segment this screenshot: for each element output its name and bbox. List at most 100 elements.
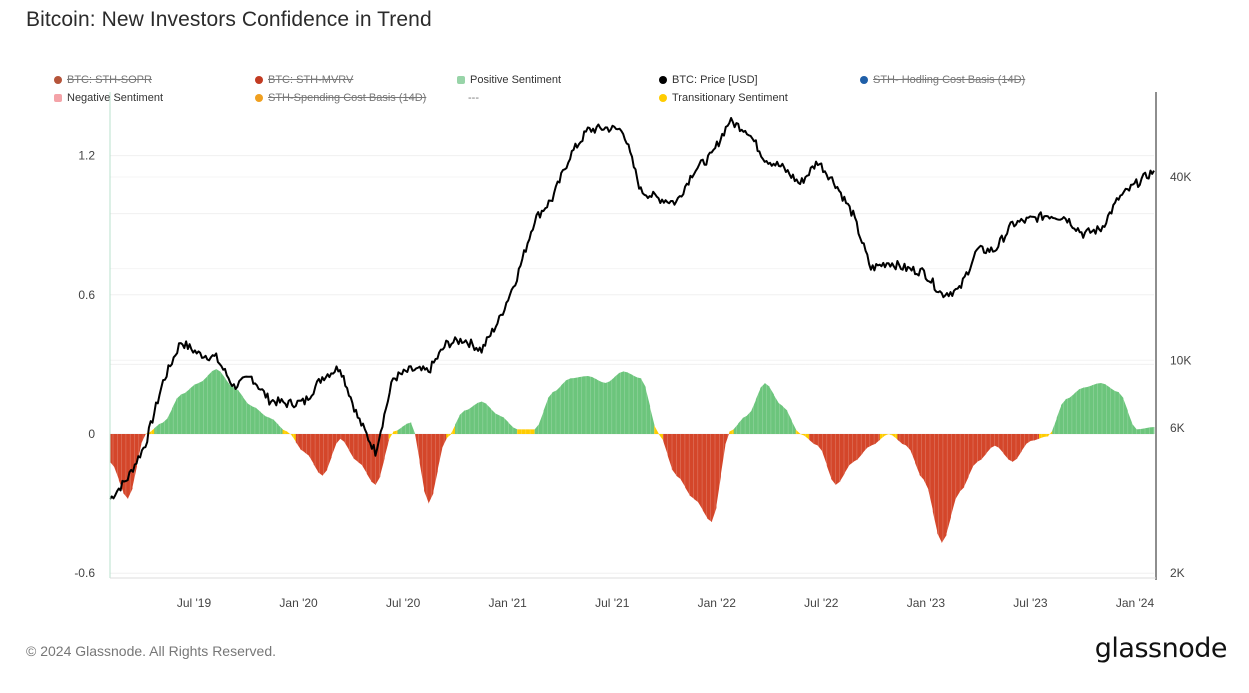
sentiment-bar xyxy=(300,434,306,453)
sentiment-bar xyxy=(1047,430,1053,437)
grid-lines xyxy=(110,155,1154,574)
sentiment-bar xyxy=(543,398,549,434)
sentiment-bar xyxy=(928,434,934,512)
sentiment-bar xyxy=(862,434,867,454)
sentiment-bar xyxy=(1109,387,1115,434)
sentiment-bar xyxy=(132,434,137,489)
sentiment-bar xyxy=(782,406,788,434)
sentiment-bar xyxy=(446,434,452,439)
sentiment-bar xyxy=(1012,434,1018,462)
axes xyxy=(109,92,1157,580)
sentiment-bar xyxy=(508,422,513,434)
sentiment-bar xyxy=(233,387,239,434)
sentiment-bar xyxy=(808,434,814,444)
right-axis-tick-label: 10K xyxy=(1170,353,1191,367)
sentiment-bar xyxy=(539,410,544,434)
sentiment-bar xyxy=(574,377,580,434)
legend-item-spending-cost-basis[interactable]: STH-Spending Cost Basis (14D) xyxy=(255,92,426,104)
legend-item-transitionary-sentiment[interactable]: Transitionary Sentiment xyxy=(659,92,788,104)
sentiment-bar xyxy=(1096,382,1102,434)
sentiment-bar xyxy=(1038,434,1044,439)
legend-item-sth-mvrv[interactable]: BTC: STH-MVRV xyxy=(255,74,353,86)
sentiment-bar xyxy=(946,434,951,536)
sentiment-bar xyxy=(932,434,938,534)
sentiment-bar xyxy=(1056,405,1062,434)
sentiment-bar xyxy=(180,392,186,434)
sentiment-bar xyxy=(738,417,743,434)
sentiment-bar xyxy=(255,407,261,434)
sentiment-bar xyxy=(769,386,774,434)
sentiment-bar xyxy=(304,434,310,457)
sentiment-bar xyxy=(194,382,199,434)
legend-item-btc-price[interactable]: BTC: Price [USD] xyxy=(659,74,758,86)
sentiment-bar xyxy=(317,434,323,476)
sentiment-bar xyxy=(839,434,845,482)
legend-square-icon xyxy=(54,94,62,102)
sentiment-bar xyxy=(1052,417,1058,434)
price-line-group xyxy=(109,117,1155,500)
sentiment-bar xyxy=(614,373,620,434)
sentiment-bar xyxy=(1114,390,1120,434)
sentiment-bar xyxy=(570,377,575,434)
sentiment-bar xyxy=(910,434,916,463)
legend-item-negative-sentiment[interactable]: Negative Sentiment xyxy=(54,92,163,104)
sentiment-bar xyxy=(1127,410,1133,434)
sentiment-bar xyxy=(216,369,221,434)
sentiment-bar xyxy=(848,434,854,466)
sentiment-bar xyxy=(711,434,717,523)
sentiment-bar xyxy=(954,434,960,500)
sentiment-bar xyxy=(985,434,991,454)
glassnode-logo[interactable]: glassnode xyxy=(1094,633,1228,664)
sentiment-bar xyxy=(269,417,275,434)
legend-dot-icon xyxy=(860,76,868,84)
sentiment-bar xyxy=(733,423,739,434)
sentiment-bar xyxy=(348,434,354,459)
legend-item-hodling-cost-basis[interactable]: STH- Hodling Cost Basis (14D) xyxy=(860,74,1025,86)
sentiment-bar xyxy=(994,434,1000,449)
sentiment-bar xyxy=(149,428,155,434)
right-axis-tick-label: 2K xyxy=(1170,566,1185,580)
sentiment-bar xyxy=(831,434,836,486)
sentiment-bar xyxy=(800,434,805,436)
sentiment-bar xyxy=(455,415,460,434)
sentiment-bar xyxy=(331,434,337,458)
sentiment-bar xyxy=(379,434,385,477)
sentiment-bar xyxy=(189,384,195,434)
sentiment-bar xyxy=(388,431,394,441)
legend-dot-icon xyxy=(255,76,263,84)
sentiment-bar xyxy=(702,434,708,519)
sentiment-bar xyxy=(468,406,474,434)
sentiment-bar xyxy=(525,429,531,434)
sentiment-bar xyxy=(552,390,558,434)
legend-item-positive-sentiment[interactable]: Positive Sentiment xyxy=(457,74,561,86)
legend-item-sth-sopr[interactable]: BTC: STH-SOPR xyxy=(54,74,152,86)
sentiment-bar xyxy=(118,434,124,494)
sentiment-bar xyxy=(114,434,120,481)
sentiment-bar xyxy=(512,427,518,434)
sentiment-bar xyxy=(1003,434,1009,460)
sentiment-bar xyxy=(950,434,956,518)
sentiment-bar xyxy=(127,434,133,499)
sentiment-bar xyxy=(313,434,319,473)
sentiment-bar xyxy=(795,429,801,434)
sentiment-bar xyxy=(260,411,266,434)
x-axis-ticks: Jul '19 Jan '20 Jul '20 Jan '21 Jul '21 Jan '… xyxy=(177,596,1155,610)
sentiment-bar xyxy=(1100,382,1106,434)
sentiment-bar xyxy=(972,434,978,467)
sentiment-bar xyxy=(729,429,735,434)
sentiment-bar xyxy=(437,434,443,472)
legend-label: BTC: STH-SOPR xyxy=(67,74,152,86)
sentiment-bar xyxy=(353,434,359,462)
sentiment-bar xyxy=(547,392,553,434)
sentiment-bar xyxy=(561,380,567,434)
left-axis-tick-label: 0.6 xyxy=(78,288,95,302)
sentiment-bar xyxy=(879,434,885,440)
sentiment-bar xyxy=(171,398,177,434)
sentiment-bar xyxy=(583,376,589,434)
sentiment-bar xyxy=(225,378,230,434)
sentiment-bar xyxy=(384,434,390,459)
sentiment-bar xyxy=(1145,427,1150,434)
sentiment-bar xyxy=(503,417,509,434)
sentiment-bar xyxy=(1030,434,1035,441)
x-axis-tick-label: Jul '21 xyxy=(595,596,630,610)
